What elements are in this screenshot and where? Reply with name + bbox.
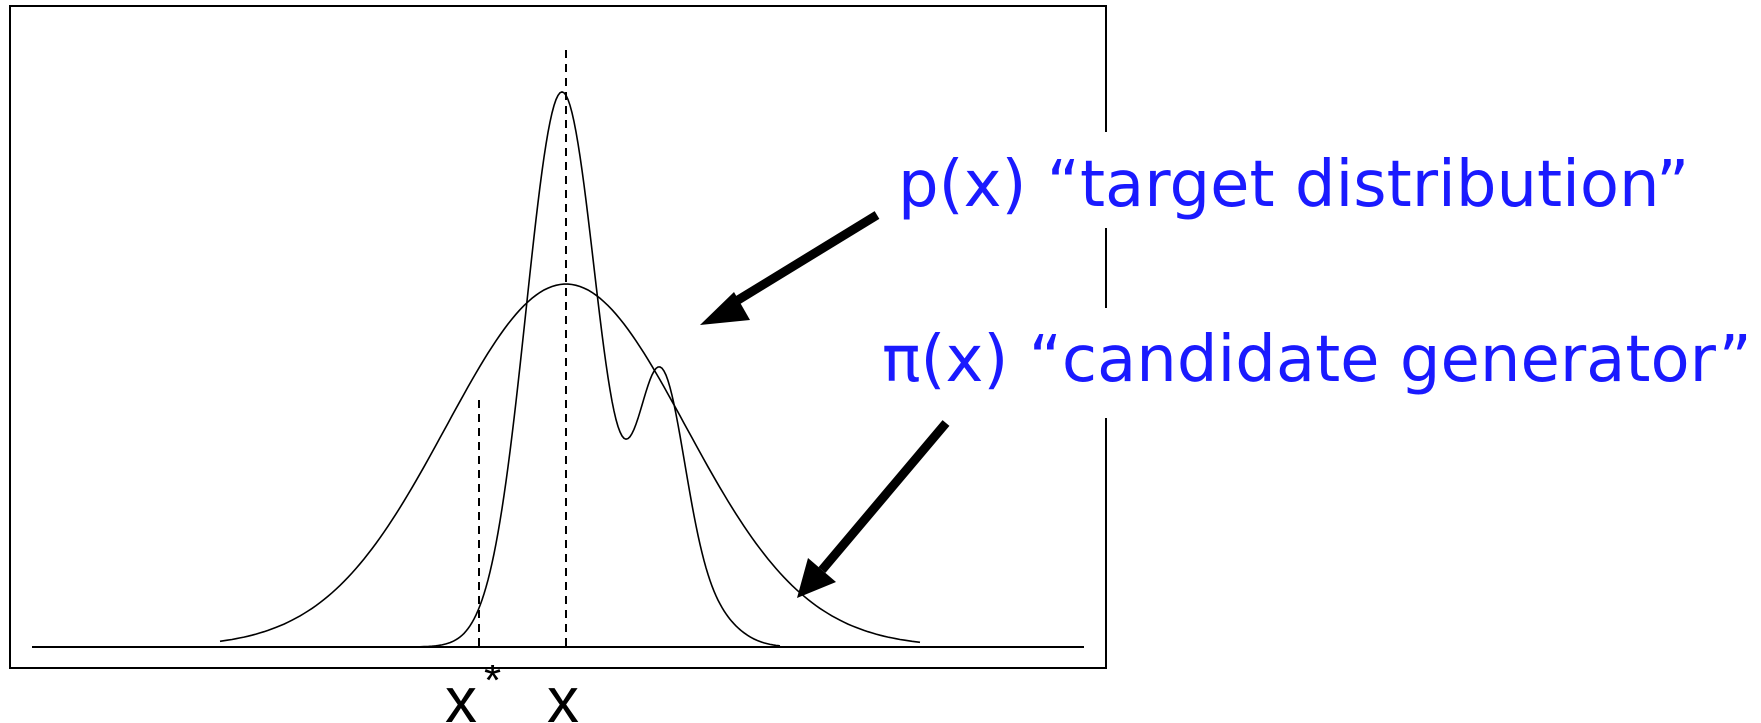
target-distribution-curve [410,91,781,648]
x-star-label: x [445,664,477,723]
candidate-arrow-head [797,558,836,598]
target-distribution-label: p(x) “target distribution” [898,148,1689,222]
candidate-generator-label: π(x) “candidate generator” [882,323,1752,397]
target-arrow-head [700,292,750,325]
candidate-generator-curve [219,283,921,644]
x-label: x [547,664,579,723]
x-star-superscript: * [484,656,501,705]
candidate-arrow-shaft [818,420,950,573]
label-mask-candidate [880,308,1760,418]
label-mask-target [884,132,1754,228]
target-arrow-shaft [722,211,880,312]
